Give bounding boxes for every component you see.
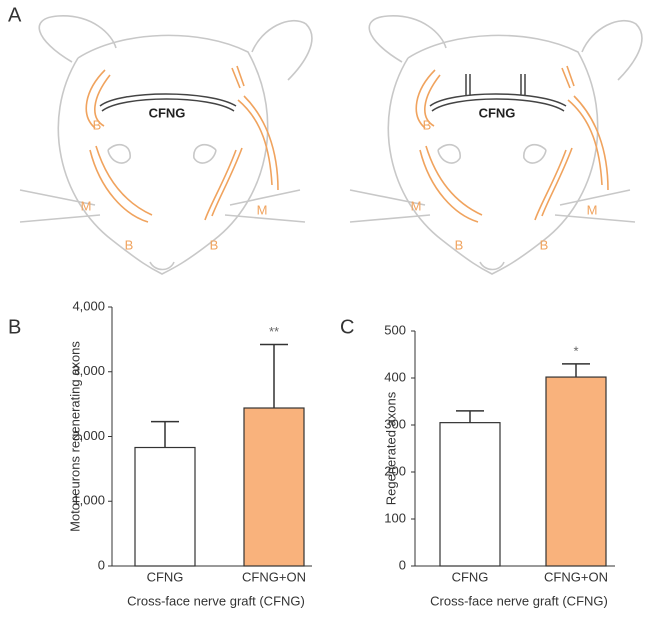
graft-label: CFNG [479,105,516,120]
branch-label: M [81,198,92,213]
diagram-left [19,15,313,275]
x-tick-label: CFNG+ON [242,569,306,584]
bar [545,376,607,567]
panel-label: B [8,316,21,338]
y-tick-label: 100 [384,510,406,525]
bar [439,422,501,567]
diagram-right [349,15,643,275]
branch-label: B [455,237,464,252]
y-tick-label: 300 [384,416,406,431]
significance: * [573,343,578,358]
y-tick-label: 500 [384,322,406,337]
y-tick-label: 400 [384,369,406,384]
x-axis-label: Cross-face nerve graft (CFNG) [430,593,608,608]
x-axis-label: Cross-face nerve graft (CFNG) [127,593,305,608]
branch-label: M [587,202,598,217]
branch-label: B [93,117,102,132]
graft-label: CFNG [149,105,186,120]
branch-label: B [210,237,219,252]
y-tick-label: 200 [384,463,406,478]
panel-label: C [340,316,354,338]
x-tick-label: CFNG+ON [544,569,608,584]
y-axis-label: Motoneurons regenerating axons [67,341,82,532]
y-tick-label: 1,000 [72,493,105,508]
branch-label: B [423,117,432,132]
y-tick-label: 2,000 [72,428,105,443]
y-axis-label: Regenerated axons [383,391,398,505]
x-tick-label: CFNG [452,569,489,584]
bar [243,407,305,567]
branch-label: M [257,202,268,217]
branch-label: M [411,198,422,213]
panel-label: A [8,4,22,26]
y-tick-label: 4,000 [72,298,105,313]
branch-label: B [540,237,549,252]
significance: ** [269,324,279,339]
y-tick-label: 3,000 [72,363,105,378]
x-tick-label: CFNG [147,569,184,584]
y-tick-label: 0 [98,557,105,572]
bar [134,446,196,567]
y-tick-label: 0 [399,557,406,572]
branch-label: B [125,237,134,252]
